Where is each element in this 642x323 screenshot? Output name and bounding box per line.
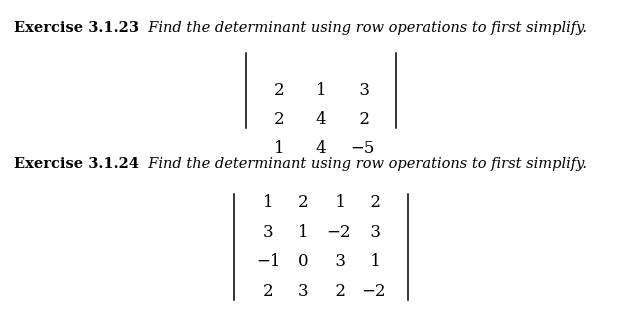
Text: −2: −2: [326, 224, 351, 241]
Text: 3: 3: [332, 254, 345, 270]
Text: 2: 2: [274, 111, 284, 128]
Text: 0: 0: [298, 254, 309, 270]
Text: −5: −5: [351, 140, 375, 157]
Text: 2: 2: [274, 82, 284, 99]
Text: 3: 3: [356, 82, 370, 99]
Text: 2: 2: [367, 194, 381, 211]
Text: 1: 1: [274, 140, 284, 157]
Text: −2: −2: [361, 283, 386, 300]
Text: 2: 2: [332, 283, 345, 300]
Text: 3: 3: [367, 224, 381, 241]
Text: Exercise 3.1.24: Exercise 3.1.24: [14, 157, 139, 171]
Text: 1: 1: [298, 224, 309, 241]
Text: 1: 1: [332, 194, 345, 211]
Text: 1: 1: [263, 194, 273, 211]
Text: 4: 4: [316, 140, 326, 157]
Text: Find the determinant using row operations to first simplify.: Find the determinant using row operation…: [139, 21, 587, 35]
Text: 4: 4: [316, 111, 326, 128]
Text: Find the determinant using row operations to first simplify.: Find the determinant using row operation…: [139, 157, 587, 171]
Text: 2: 2: [356, 111, 370, 128]
Text: Exercise 3.1.23: Exercise 3.1.23: [14, 21, 139, 35]
Text: 1: 1: [367, 254, 381, 270]
Text: 2: 2: [298, 194, 309, 211]
Text: 3: 3: [298, 283, 309, 300]
Text: 2: 2: [263, 283, 273, 300]
Text: 1: 1: [316, 82, 326, 99]
Text: −1: −1: [256, 254, 281, 270]
Text: 3: 3: [263, 224, 273, 241]
